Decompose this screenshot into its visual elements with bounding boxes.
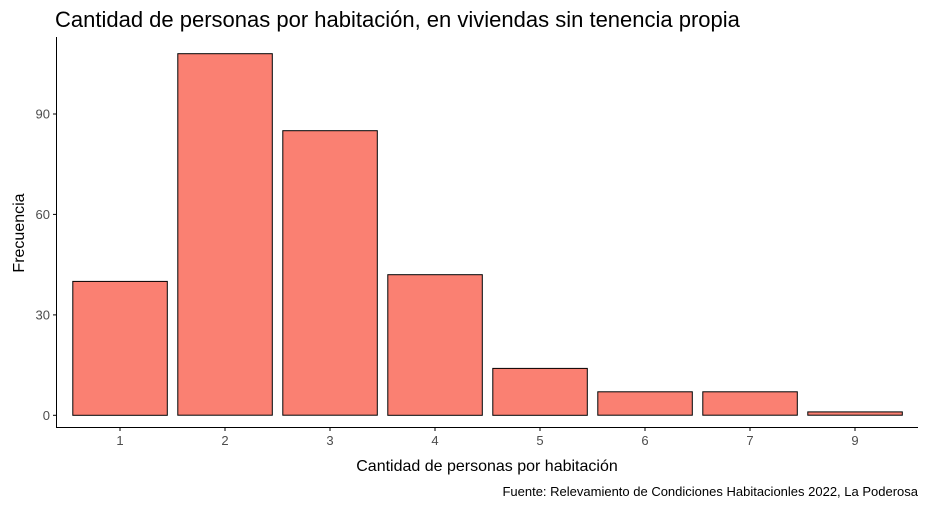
- x-tick-label-6: 6: [641, 433, 648, 448]
- y-tick-label-0: 0: [43, 408, 50, 423]
- y-tick-label-60: 60: [36, 207, 50, 222]
- chart-title: Cantidad de personas por habitación, en …: [55, 7, 741, 32]
- bar-1: [72, 280, 168, 416]
- bar-4: [387, 274, 483, 416]
- x-tick-label-9: 9: [851, 433, 858, 448]
- bar-2: [177, 53, 273, 416]
- x-tick-label-3: 3: [326, 433, 333, 448]
- chart-caption: Fuente: Relevamiento de Condiciones Habi…: [502, 484, 918, 499]
- bar-5: [492, 367, 588, 416]
- x-axis-ticks: 1 2 3 4 5 6 7 9: [116, 427, 859, 448]
- x-tick-label-7: 7: [746, 433, 753, 448]
- y-tick-label-30: 30: [36, 307, 50, 322]
- bar-7: [702, 391, 798, 416]
- x-tick-label-4: 4: [431, 433, 438, 448]
- bar-6: [597, 391, 693, 416]
- y-axis-ticks: 0 30 60 90: [36, 107, 57, 423]
- x-axis-title: Cantidad de personas por habitación: [356, 458, 618, 475]
- y-tick-label-90: 90: [36, 107, 50, 122]
- x-tick-label-2: 2: [221, 433, 228, 448]
- y-axis-title: Frecuencia: [11, 193, 28, 272]
- bar-3: [282, 130, 378, 416]
- bars-group: [72, 53, 903, 416]
- x-tick-label-5: 5: [536, 433, 543, 448]
- bar-9: [807, 411, 903, 416]
- x-tick-label-1: 1: [116, 433, 123, 448]
